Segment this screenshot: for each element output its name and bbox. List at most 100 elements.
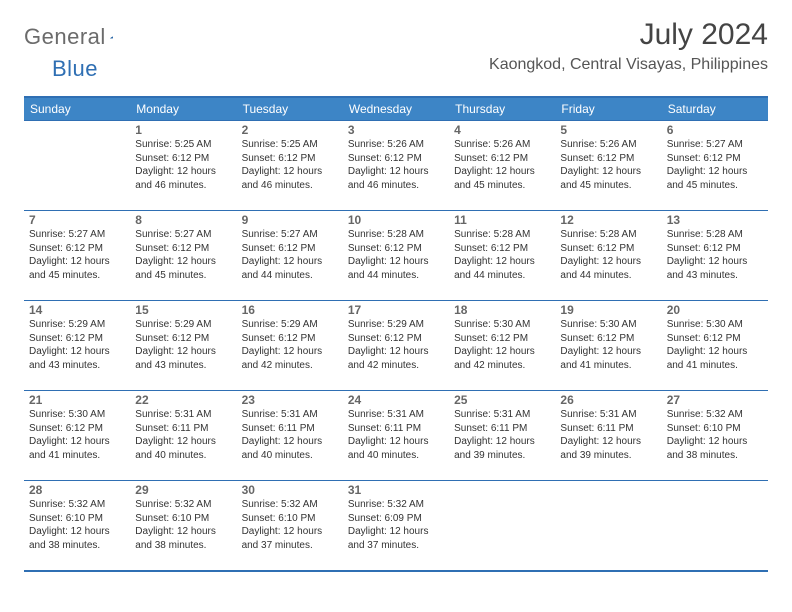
location-subtitle: Kaongkod, Central Visayas, Philippines [489,56,768,74]
calendar-day-cell: 25Sunrise: 5:31 AMSunset: 6:11 PMDayligh… [449,391,555,481]
day-number: 14 [29,303,125,317]
day-number: 21 [29,393,125,407]
day-details: Sunrise: 5:26 AMSunset: 6:12 PMDaylight:… [454,138,550,192]
calendar-week-row: 21Sunrise: 5:30 AMSunset: 6:12 PMDayligh… [24,391,768,481]
calendar-day-cell: 20Sunrise: 5:30 AMSunset: 6:12 PMDayligh… [662,301,768,391]
day-number: 8 [135,213,231,227]
day-details: Sunrise: 5:32 AMSunset: 6:09 PMDaylight:… [348,498,444,552]
day-details: Sunrise: 5:32 AMSunset: 6:10 PMDaylight:… [242,498,338,552]
day-number: 17 [348,303,444,317]
day-details: Sunrise: 5:28 AMSunset: 6:12 PMDaylight:… [454,228,550,282]
calendar-day-cell: 10Sunrise: 5:28 AMSunset: 6:12 PMDayligh… [343,211,449,301]
calendar-day-cell: 15Sunrise: 5:29 AMSunset: 6:12 PMDayligh… [130,301,236,391]
calendar-day-cell: 4Sunrise: 5:26 AMSunset: 6:12 PMDaylight… [449,121,555,211]
day-number: 31 [348,483,444,497]
day-number: 18 [454,303,550,317]
day-details: Sunrise: 5:31 AMSunset: 6:11 PMDaylight:… [135,408,231,462]
calendar-day-cell: 16Sunrise: 5:29 AMSunset: 6:12 PMDayligh… [237,301,343,391]
day-details: Sunrise: 5:28 AMSunset: 6:12 PMDaylight:… [667,228,763,282]
calendar-day-cell: 29Sunrise: 5:32 AMSunset: 6:10 PMDayligh… [130,481,236,571]
day-details: Sunrise: 5:26 AMSunset: 6:12 PMDaylight:… [560,138,656,192]
day-number: 6 [667,123,763,137]
calendar-day-cell: 30Sunrise: 5:32 AMSunset: 6:10 PMDayligh… [237,481,343,571]
day-number: 26 [560,393,656,407]
weekday-header: Tuesday [237,97,343,121]
day-details: Sunrise: 5:31 AMSunset: 6:11 PMDaylight:… [560,408,656,462]
month-title: July 2024 [489,18,768,52]
calendar-day-cell: 12Sunrise: 5:28 AMSunset: 6:12 PMDayligh… [555,211,661,301]
day-number: 15 [135,303,231,317]
calendar-week-row: 1Sunrise: 5:25 AMSunset: 6:12 PMDaylight… [24,121,768,211]
calendar-day-cell: 2Sunrise: 5:25 AMSunset: 6:12 PMDaylight… [237,121,343,211]
day-details: Sunrise: 5:27 AMSunset: 6:12 PMDaylight:… [29,228,125,282]
calendar-day-cell: 27Sunrise: 5:32 AMSunset: 6:10 PMDayligh… [662,391,768,481]
day-details: Sunrise: 5:32 AMSunset: 6:10 PMDaylight:… [135,498,231,552]
calendar-day-cell: 1Sunrise: 5:25 AMSunset: 6:12 PMDaylight… [130,121,236,211]
day-details: Sunrise: 5:26 AMSunset: 6:12 PMDaylight:… [348,138,444,192]
calendar-day-cell: 6Sunrise: 5:27 AMSunset: 6:12 PMDaylight… [662,121,768,211]
day-details: Sunrise: 5:29 AMSunset: 6:12 PMDaylight:… [29,318,125,372]
day-details: Sunrise: 5:30 AMSunset: 6:12 PMDaylight:… [560,318,656,372]
day-details: Sunrise: 5:29 AMSunset: 6:12 PMDaylight:… [348,318,444,372]
weekday-header: Wednesday [343,97,449,121]
title-block: July 2024 Kaongkod, Central Visayas, Phi… [489,18,768,74]
calendar-day-cell: 14Sunrise: 5:29 AMSunset: 6:12 PMDayligh… [24,301,130,391]
day-details: Sunrise: 5:31 AMSunset: 6:11 PMDaylight:… [348,408,444,462]
day-details: Sunrise: 5:25 AMSunset: 6:12 PMDaylight:… [135,138,231,192]
calendar-day-cell: 9Sunrise: 5:27 AMSunset: 6:12 PMDaylight… [237,211,343,301]
day-details: Sunrise: 5:29 AMSunset: 6:12 PMDaylight:… [135,318,231,372]
day-details: Sunrise: 5:29 AMSunset: 6:12 PMDaylight:… [242,318,338,372]
day-number: 2 [242,123,338,137]
day-details: Sunrise: 5:27 AMSunset: 6:12 PMDaylight:… [667,138,763,192]
day-number: 5 [560,123,656,137]
day-details: Sunrise: 5:27 AMSunset: 6:12 PMDaylight:… [242,228,338,282]
calendar-header-row: Sunday Monday Tuesday Wednesday Thursday… [24,97,768,121]
day-details: Sunrise: 5:30 AMSunset: 6:12 PMDaylight:… [667,318,763,372]
calendar-day-cell: 21Sunrise: 5:30 AMSunset: 6:12 PMDayligh… [24,391,130,481]
day-details: Sunrise: 5:30 AMSunset: 6:12 PMDaylight:… [454,318,550,372]
calendar-day-cell: 5Sunrise: 5:26 AMSunset: 6:12 PMDaylight… [555,121,661,211]
day-number: 10 [348,213,444,227]
calendar-body: 1Sunrise: 5:25 AMSunset: 6:12 PMDaylight… [24,121,768,571]
calendar-day-cell [24,121,130,211]
day-number: 16 [242,303,338,317]
day-number: 9 [242,213,338,227]
calendar-day-cell: 3Sunrise: 5:26 AMSunset: 6:12 PMDaylight… [343,121,449,211]
day-number: 22 [135,393,231,407]
calendar-day-cell: 19Sunrise: 5:30 AMSunset: 6:12 PMDayligh… [555,301,661,391]
day-number: 30 [242,483,338,497]
day-details: Sunrise: 5:31 AMSunset: 6:11 PMDaylight:… [242,408,338,462]
logo: General [24,24,134,50]
weekday-header: Monday [130,97,236,121]
day-number: 20 [667,303,763,317]
day-number: 24 [348,393,444,407]
calendar-week-row: 7Sunrise: 5:27 AMSunset: 6:12 PMDaylight… [24,211,768,301]
day-number: 1 [135,123,231,137]
day-details: Sunrise: 5:30 AMSunset: 6:12 PMDaylight:… [29,408,125,462]
calendar-day-cell: 11Sunrise: 5:28 AMSunset: 6:12 PMDayligh… [449,211,555,301]
calendar-day-cell: 28Sunrise: 5:32 AMSunset: 6:10 PMDayligh… [24,481,130,571]
day-number: 4 [454,123,550,137]
day-details: Sunrise: 5:27 AMSunset: 6:12 PMDaylight:… [135,228,231,282]
calendar-day-cell [555,481,661,571]
weekday-header: Sunday [24,97,130,121]
weekday-header: Friday [555,97,661,121]
day-number: 3 [348,123,444,137]
day-details: Sunrise: 5:28 AMSunset: 6:12 PMDaylight:… [560,228,656,282]
calendar-day-cell [449,481,555,571]
day-number: 19 [560,303,656,317]
day-number: 11 [454,213,550,227]
day-number: 13 [667,213,763,227]
calendar-table: Sunday Monday Tuesday Wednesday Thursday… [24,96,768,572]
calendar-day-cell [662,481,768,571]
logo-text-blue: Blue [52,56,98,81]
weekday-header: Thursday [449,97,555,121]
day-number: 25 [454,393,550,407]
day-number: 28 [29,483,125,497]
calendar-day-cell: 13Sunrise: 5:28 AMSunset: 6:12 PMDayligh… [662,211,768,301]
day-number: 7 [29,213,125,227]
calendar-week-row: 28Sunrise: 5:32 AMSunset: 6:10 PMDayligh… [24,481,768,571]
calendar-day-cell: 18Sunrise: 5:30 AMSunset: 6:12 PMDayligh… [449,301,555,391]
day-details: Sunrise: 5:32 AMSunset: 6:10 PMDaylight:… [29,498,125,552]
day-number: 27 [667,393,763,407]
